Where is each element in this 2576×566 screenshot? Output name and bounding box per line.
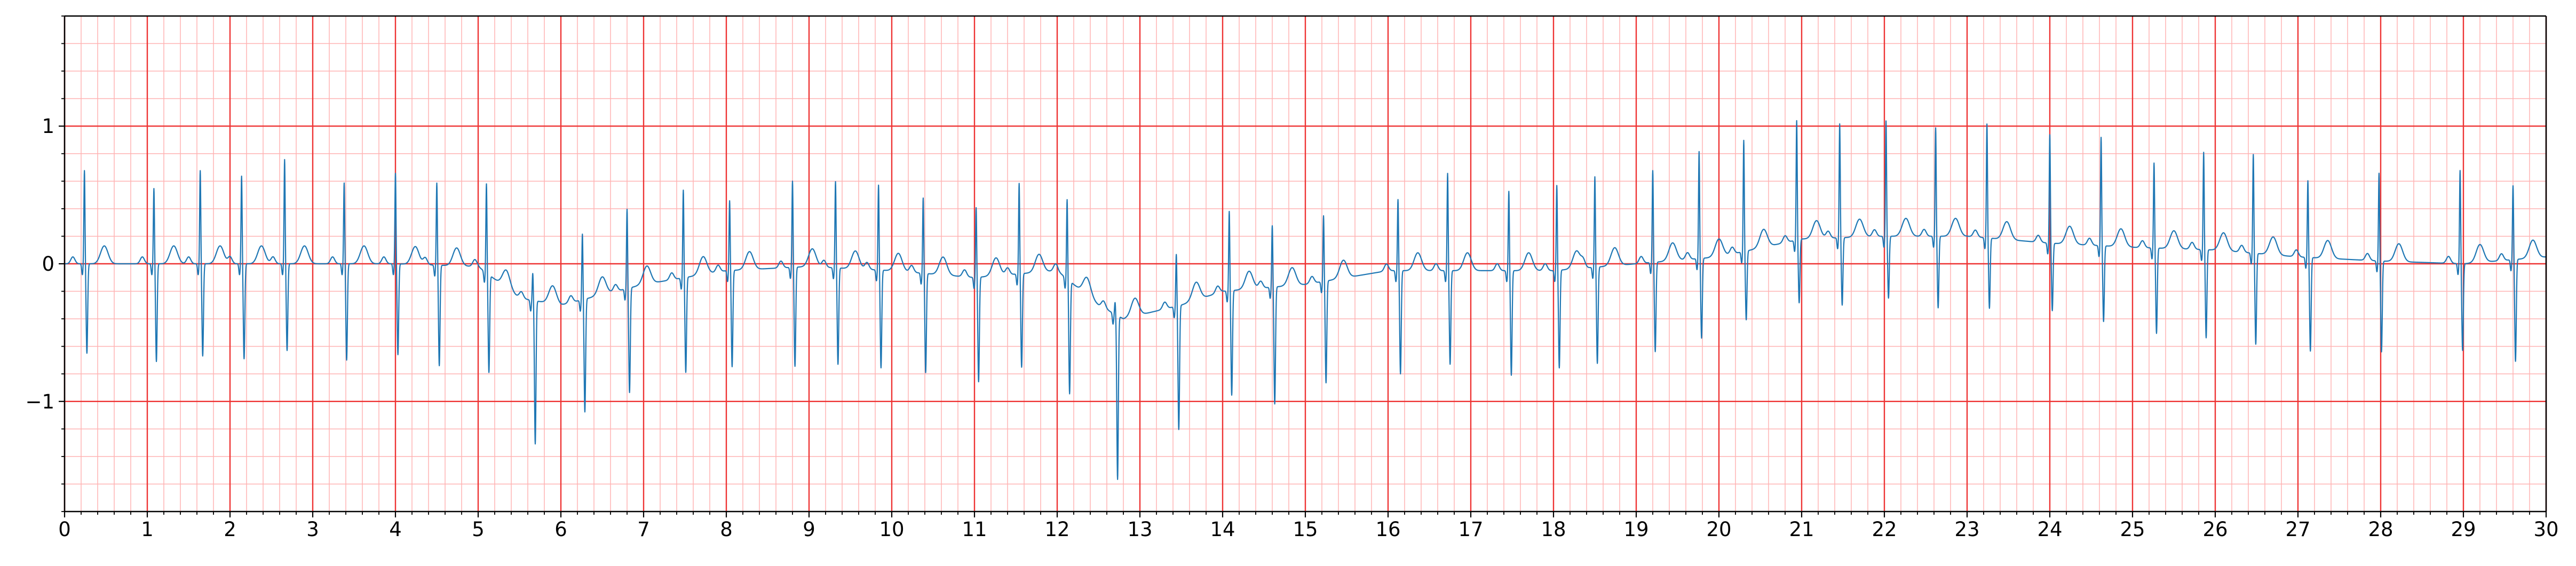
x-tick-label: 21 xyxy=(1789,518,1814,541)
x-tick-label: 26 xyxy=(2202,518,2228,541)
x-tick-label: 18 xyxy=(1541,518,1566,541)
x-tick-label: 30 xyxy=(2533,518,2558,541)
x-tick-label: 24 xyxy=(2037,518,2062,541)
x-tick-label: 6 xyxy=(554,518,567,541)
x-tick-label: 5 xyxy=(472,518,485,541)
x-tick-label: 12 xyxy=(1044,518,1069,541)
x-tick-label: 17 xyxy=(1458,518,1483,541)
x-tick-label: 1 xyxy=(141,518,154,541)
trace-layer xyxy=(64,120,2547,480)
x-tick-label: 0 xyxy=(58,518,71,541)
tick-label-layer: 0 1 2 3 4 5 6 7 8 9 10 11 12 13 14 15 16 17 18 19 20 21 22 23 24… xyxy=(25,115,2558,541)
x-tick-label: 7 xyxy=(637,518,650,541)
x-tick-label: 15 xyxy=(1293,518,1318,541)
tick-layer xyxy=(59,15,2547,517)
y-tick-label: 1 xyxy=(42,115,54,138)
x-tick-label: 25 xyxy=(2120,518,2145,541)
x-tick-label: 20 xyxy=(1706,518,1731,541)
x-tick-label: 9 xyxy=(803,518,815,541)
ecg-series-line xyxy=(64,120,2547,480)
x-tick-label: 28 xyxy=(2368,518,2393,541)
x-tick-label: 14 xyxy=(1210,518,1235,541)
x-tick-label: 13 xyxy=(1127,518,1152,541)
x-tick-label: 16 xyxy=(1375,518,1400,541)
x-tick-label: 4 xyxy=(389,518,402,541)
x-tick-label: 8 xyxy=(720,518,733,541)
x-tick-label: 19 xyxy=(1623,518,1648,541)
x-tick-label: 10 xyxy=(879,518,904,541)
x-tick-label: 23 xyxy=(1954,518,1979,541)
x-tick-label: 29 xyxy=(2451,518,2476,541)
x-tick-label: 3 xyxy=(306,518,319,541)
y-tick-label: −1 xyxy=(25,390,54,413)
x-tick-label: 2 xyxy=(224,518,236,541)
y-tick-label: 0 xyxy=(42,253,54,276)
major-grid xyxy=(64,16,2547,512)
x-tick-label: 11 xyxy=(962,518,987,541)
x-tick-label: 22 xyxy=(1872,518,1897,541)
x-tick-label: 27 xyxy=(2285,518,2310,541)
